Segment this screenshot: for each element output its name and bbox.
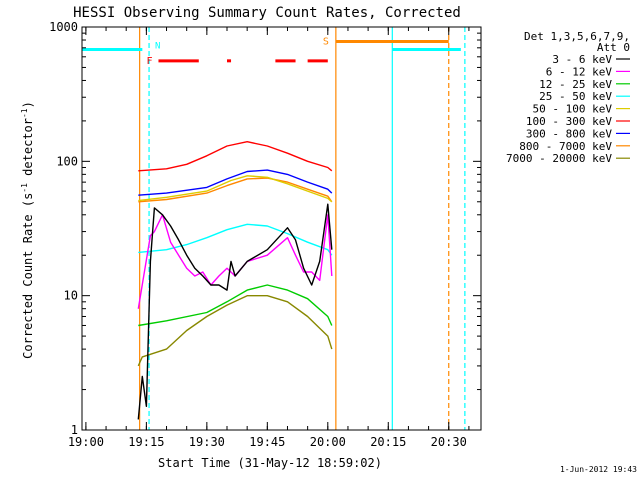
series-line-7000-20000 xyxy=(137,295,333,367)
series-line-3-6 xyxy=(137,203,333,420)
series-line-100-300 xyxy=(138,140,333,172)
legend-label-50-100: 50 - 100 keV xyxy=(533,103,613,116)
legend-header: Det 1,3,5,6,7,9, xyxy=(524,30,630,43)
legend-header-att: Att 0 xyxy=(597,41,630,54)
plot-area: N S F xyxy=(82,27,466,430)
y-tick-label-2: 100 xyxy=(56,154,78,168)
y-axis-label: Corrected Count Rate (s-1 detector-1) xyxy=(20,101,35,359)
series-line-50-100 xyxy=(138,175,333,203)
x-tick-label-3: 19:45 xyxy=(249,435,285,449)
x-tick-label-5: 20:15 xyxy=(370,435,406,449)
legend-label-300-800: 300 - 800 keV xyxy=(526,127,612,140)
x-tick-label-4: 20:00 xyxy=(310,435,346,449)
x-tick-label-0: 19:00 xyxy=(68,435,104,449)
legend-label-3-6: 3 - 6 keV xyxy=(552,53,612,66)
series-line-25-50 xyxy=(138,223,333,256)
plot-frame xyxy=(81,26,482,431)
legend-label-12-25: 12 - 25 keV xyxy=(539,78,612,91)
night-label: N xyxy=(155,41,160,51)
legend-label-800-7000: 800 - 7000 keV xyxy=(519,140,612,153)
legend-label-7000-20000: 7000 - 20000 keV xyxy=(506,152,612,165)
saa-label: S xyxy=(323,36,329,47)
x-axis-label: Start Time (31-May-12 18:59:02) xyxy=(158,456,382,470)
flare-label: F xyxy=(146,56,152,67)
series-line-6-12 xyxy=(137,214,333,309)
y-tick-label-1: 10 xyxy=(64,289,78,303)
chart-title: HESSI Observing Summary Count Rates, Cor… xyxy=(73,5,461,21)
y-tick-label-3: 1000 xyxy=(49,20,78,34)
x-tick-label-6: 20:30 xyxy=(431,435,467,449)
series-line-300-800 xyxy=(138,169,333,196)
axes: 1 10 100 1000 19:00 19:15 19:30 19:45 20:00 20:15… xyxy=(49,20,481,449)
timestamp: 1-Jun-2012 19:43 xyxy=(560,465,637,474)
legend-label-25-50: 25 - 50 keV xyxy=(539,90,612,103)
x-tick-label-1: 19:15 xyxy=(128,435,164,449)
legend-label-6-12: 6 - 12 keV xyxy=(546,65,613,78)
legend-label-100-300: 100 - 300 keV xyxy=(526,115,612,128)
series-line-12-25 xyxy=(138,284,333,327)
series-line-800-7000 xyxy=(138,177,333,203)
y-tick-label-0: 1 xyxy=(71,423,78,437)
x-tick-label-2: 19:30 xyxy=(189,435,225,449)
